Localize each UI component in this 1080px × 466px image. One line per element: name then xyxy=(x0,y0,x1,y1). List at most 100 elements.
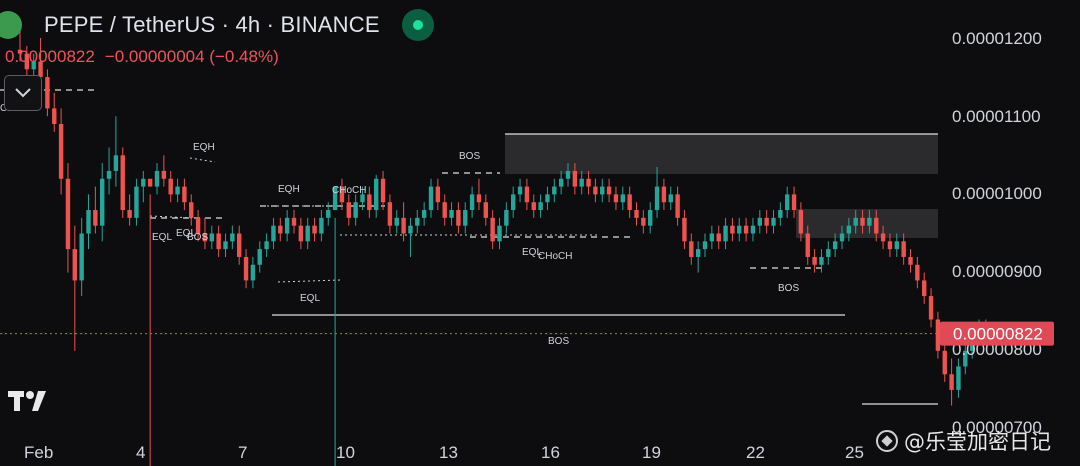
annotation-label: EQL xyxy=(300,293,320,304)
candle-body xyxy=(511,194,516,211)
candle-body xyxy=(106,170,112,179)
candle-body xyxy=(113,155,119,171)
candle-body xyxy=(572,170,578,187)
price-quote: 0.00000822 −0.00000004 (−0.48%) xyxy=(5,47,279,67)
candle-body xyxy=(942,350,947,375)
candle-body xyxy=(915,264,920,281)
candle-body xyxy=(723,225,728,242)
watermark: @乐莹加密日记 xyxy=(876,426,1051,456)
candle-body xyxy=(216,233,221,250)
candle-body xyxy=(627,194,632,211)
candle-body xyxy=(435,186,441,203)
collapse-button[interactable] xyxy=(4,75,42,111)
candle-body xyxy=(141,178,146,187)
candle-body xyxy=(168,178,173,195)
candle-body xyxy=(531,202,536,211)
annotation-label: CHoCH xyxy=(538,251,572,262)
candle-body xyxy=(654,186,660,211)
candle-body xyxy=(100,178,105,226)
candle-body xyxy=(394,217,399,226)
candle-body xyxy=(812,256,817,265)
candle-body xyxy=(72,249,77,281)
candle-body xyxy=(428,186,434,211)
annotation-label: EQH xyxy=(193,142,215,153)
candle-body xyxy=(408,225,413,234)
candle-body xyxy=(545,194,550,203)
candle-body xyxy=(600,186,605,195)
candle-body xyxy=(750,225,756,234)
candle-body xyxy=(826,249,831,257)
candle-body xyxy=(558,178,564,187)
candle-body xyxy=(497,225,502,242)
candle-body xyxy=(93,210,98,226)
x-tick-label: 19 xyxy=(642,443,661,462)
binance-square-icon xyxy=(876,430,898,452)
tradingview-logo-icon xyxy=(8,391,46,411)
candle-body xyxy=(785,194,790,211)
candle-body xyxy=(175,186,180,195)
candle-body xyxy=(874,217,879,234)
candle-body xyxy=(490,217,495,242)
candle-body xyxy=(284,217,290,234)
last-price: 0.00000822 xyxy=(5,47,95,66)
candle-body xyxy=(195,217,201,234)
chart-title[interactable]: PEPE / TetherUS · 4h · BINANCE xyxy=(44,12,380,37)
candle-body xyxy=(730,225,735,234)
structure-dotted-line xyxy=(277,279,341,283)
candle-body xyxy=(901,241,906,257)
candle-body xyxy=(257,249,262,265)
candle-body xyxy=(483,202,488,218)
candle-body xyxy=(52,108,57,125)
x-tick-label: 10 xyxy=(336,443,355,462)
supply-zone xyxy=(796,209,938,238)
candle-body xyxy=(182,186,187,203)
candle-body xyxy=(648,210,653,226)
candle-body xyxy=(339,186,345,203)
candle-body xyxy=(120,155,125,211)
candle-body xyxy=(935,319,941,351)
current-price-label: 0.00000822 xyxy=(953,325,1043,344)
candle-body xyxy=(524,186,530,203)
candle-body xyxy=(504,210,509,226)
annotation-label: CHoCH xyxy=(332,185,366,196)
y-tick-label: 0.00001000 xyxy=(952,184,1042,203)
candle-body xyxy=(161,170,167,179)
candle-body xyxy=(415,217,420,226)
y-tick-label: 0.00000700 xyxy=(952,418,1042,437)
x-tick-label: 13 xyxy=(439,443,458,462)
candle-body xyxy=(380,178,386,203)
candle-body xyxy=(346,202,351,218)
market-status-icon[interactable] xyxy=(401,9,434,41)
candle-body xyxy=(278,225,283,234)
candle-body xyxy=(421,210,427,218)
candle-body xyxy=(223,241,228,250)
candle-body xyxy=(65,178,71,250)
candle-body xyxy=(867,217,872,226)
candle-body xyxy=(846,225,852,234)
candle-body xyxy=(58,124,64,179)
annotation-label: BOS xyxy=(459,151,480,162)
candle-body xyxy=(387,202,393,226)
candle-body xyxy=(298,225,304,242)
current-price-tag xyxy=(940,321,1054,346)
x-tick-label: 22 xyxy=(746,443,765,462)
x-tick-label: 7 xyxy=(238,443,247,462)
candle-body xyxy=(538,202,543,211)
candle-body xyxy=(24,53,30,70)
candle-body xyxy=(469,194,475,211)
candle-body xyxy=(202,233,208,242)
candle-body xyxy=(956,366,961,390)
candle-body xyxy=(709,233,715,242)
candle-body xyxy=(613,194,619,203)
candle-body xyxy=(771,217,776,226)
annotation-label: BOS xyxy=(778,283,799,294)
candle-body xyxy=(949,374,954,390)
candle-body xyxy=(17,49,23,54)
annotation-label: BOS xyxy=(548,336,569,347)
candle-body xyxy=(682,217,687,242)
candle-body xyxy=(880,233,886,242)
y-tick-label: 0.00000900 xyxy=(952,262,1042,281)
candle-body xyxy=(127,210,132,218)
candle-body xyxy=(764,217,769,226)
